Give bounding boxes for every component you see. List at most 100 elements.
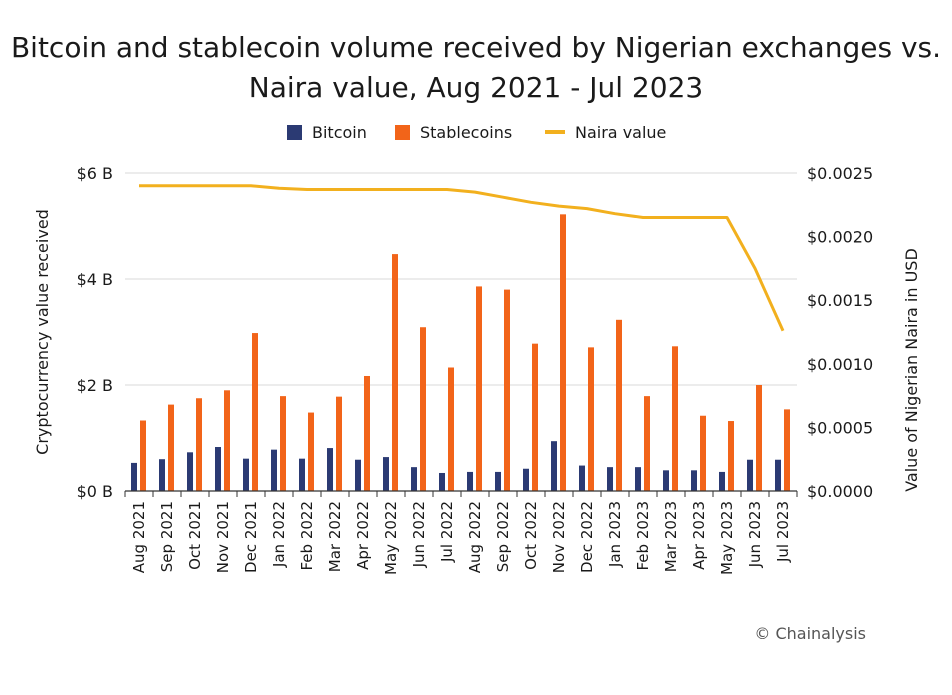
bitcoin-bar [663, 470, 669, 491]
x-tick-label: Aug 2022 [466, 501, 484, 573]
x-tick-label: Sep 2021 [158, 501, 176, 572]
legend-label: Stablecoins [420, 123, 512, 142]
bitcoin-bar [523, 468, 529, 491]
bitcoin-bar [355, 459, 361, 491]
bitcoin-bar [159, 459, 165, 491]
stablecoins-bar [476, 286, 482, 491]
stablecoins-bar [672, 346, 678, 491]
bitcoin-bar [495, 471, 501, 491]
stablecoins-bar [700, 415, 706, 491]
left-tick-label: $0 B [77, 482, 113, 501]
stablecoins-bar [504, 289, 510, 491]
naira-value-line [139, 184, 785, 332]
bitcoin-bar [607, 467, 613, 491]
stablecoins-bar [196, 398, 202, 491]
legend-label: Bitcoin [312, 123, 367, 142]
x-tick-label: Sep 2022 [494, 501, 512, 572]
chart-title-line-1: Bitcoin and stablecoin volume received b… [10, 31, 942, 64]
x-tick-label: Dec 2022 [578, 501, 596, 573]
bitcoin-bar [691, 470, 697, 491]
bars [131, 214, 790, 491]
stablecoins-bar [140, 420, 146, 491]
stablecoins-bar [644, 396, 650, 491]
x-tick-label: Apr 2023 [690, 501, 708, 570]
stablecoins-bar [420, 327, 426, 491]
legend-label: Naira value [575, 123, 666, 142]
right-tick-label: $0.0010 [807, 355, 873, 374]
bitcoin-bar [579, 465, 585, 491]
source-credit: © Chainalysis [754, 624, 866, 643]
x-tick-label: May 2023 [718, 501, 736, 575]
left-tick-label: $4 B [77, 270, 113, 289]
legend-swatch-bitcoin [287, 125, 302, 140]
x-tick-label: Aug 2021 [130, 501, 148, 573]
x-tick-label: Nov 2022 [550, 501, 568, 573]
bitcoin-bar [187, 452, 193, 491]
legend: Bitcoin Stablecoins Naira value [287, 123, 666, 142]
right-tick-label: $0.0005 [807, 418, 873, 437]
bitcoin-bar [327, 448, 333, 491]
bitcoin-bar [411, 467, 417, 491]
right-axis-label: Value of Nigerian Naira in USD [902, 248, 921, 492]
left-tick-label: $6 B [77, 164, 113, 183]
right-tick-label: $0.0000 [807, 482, 873, 501]
stablecoins-bar [756, 385, 762, 491]
bitcoin-bar [271, 449, 277, 491]
bitcoin-bar [243, 458, 249, 491]
right-tick-label: $0.0020 [807, 228, 873, 247]
x-tick-label: Dec 2021 [242, 501, 260, 573]
x-tick-label: Jan 2023 [606, 501, 624, 568]
bitcoin-bar [635, 467, 641, 491]
stablecoins-bar [336, 396, 342, 491]
stablecoins-bar [280, 396, 286, 491]
stablecoins-bar [532, 343, 538, 491]
bitcoin-bar [551, 441, 557, 491]
x-tick-label: Oct 2021 [186, 501, 204, 570]
x-tick-label: Nov 2021 [214, 501, 232, 573]
bitcoin-bar [467, 471, 473, 491]
stablecoins-bar [616, 319, 622, 491]
bitcoin-bar [131, 462, 137, 491]
stablecoins-bar [784, 409, 790, 491]
bitcoin-bar [775, 459, 781, 491]
x-tick-label: Oct 2022 [522, 501, 540, 570]
stablecoins-bar [308, 412, 314, 491]
legend-swatch-stablecoins [395, 125, 410, 140]
stablecoins-bar [728, 421, 734, 491]
x-tick-label: Mar 2023 [662, 501, 680, 572]
naira-line [139, 184, 785, 332]
bitcoin-bar [747, 459, 753, 491]
stablecoins-bar [168, 404, 174, 491]
right-tick-label: $0.0025 [807, 164, 873, 183]
stablecoins-bar [224, 390, 230, 491]
stablecoins-bar [364, 375, 370, 491]
x-tick-label: Mar 2022 [326, 501, 344, 572]
x-tick-label: Jan 2022 [270, 501, 288, 568]
stablecoins-bar [252, 333, 258, 491]
stablecoins-bar [448, 367, 454, 491]
gridlines [125, 172, 797, 386]
left-axis-label: Cryptocurrency value received [33, 209, 52, 455]
chart-title-line-2: Naira value, Aug 2021 - Jul 2023 [248, 71, 704, 104]
x-tick-label: Jul 2023 [774, 501, 792, 563]
stablecoins-bar [588, 347, 594, 491]
chart-title: Bitcoin and stablecoin volume received b… [0, 28, 952, 108]
bitcoin-bar [439, 472, 445, 491]
x-tick-label: Apr 2022 [354, 501, 372, 570]
x-tick-label: Jul 2022 [438, 501, 456, 563]
x-tick-label: Jun 2023 [746, 501, 764, 568]
stablecoins-bar [392, 254, 398, 491]
bitcoin-bar [299, 458, 305, 491]
x-tick-label: Feb 2022 [298, 501, 316, 571]
bitcoin-bar [383, 457, 389, 491]
x-tick-label: Jun 2022 [410, 501, 428, 568]
right-tick-label: $0.0015 [807, 291, 873, 310]
stablecoins-bar [560, 214, 566, 491]
left-tick-label: $2 B [77, 376, 113, 395]
axes: $0 B $2 B $4 B $6 B $0.0000 $0.0005 $0.0010 $0.… [33, 164, 921, 575]
bitcoin-bar [215, 447, 221, 491]
bitcoin-bar [719, 471, 725, 491]
x-tick-label: May 2022 [382, 501, 400, 575]
x-tick-label: Feb 2023 [634, 501, 652, 571]
